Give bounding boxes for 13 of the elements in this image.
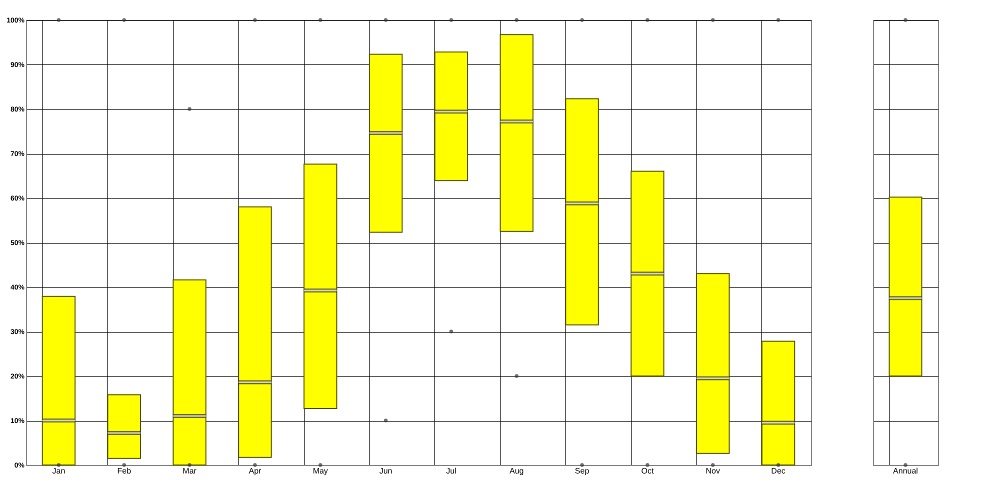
x-tick-label: Mar — [182, 466, 197, 476]
x-tick-label: Jul — [446, 466, 457, 476]
x-tick-label: May — [312, 466, 328, 476]
x-tick-label: Dec — [771, 466, 786, 476]
x-tick-label: Sep — [574, 466, 590, 476]
x-tick-label: Jun — [379, 466, 392, 476]
x-tick-label: Apr — [248, 466, 262, 476]
x-tick-label: Aug — [510, 466, 524, 476]
x-tick-label: Nov — [706, 466, 720, 476]
x-tick-label: Jan — [52, 466, 66, 476]
x-tick-label: Feb — [117, 466, 132, 476]
x-tick-label: Oct — [641, 466, 654, 476]
x-tick-label: Annual — [893, 466, 918, 476]
